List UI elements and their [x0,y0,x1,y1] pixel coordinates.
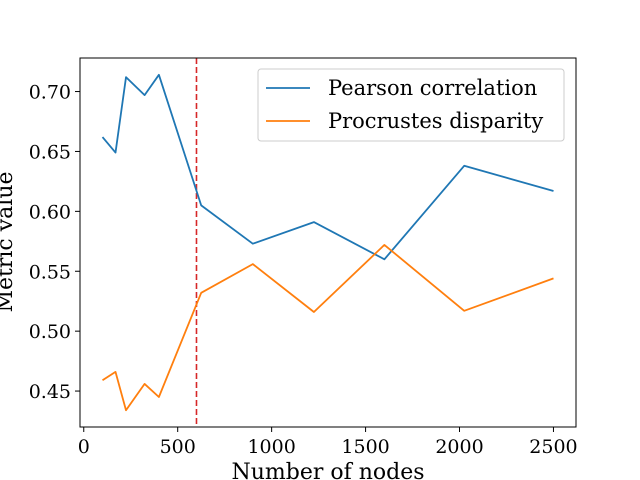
x-tick-label: 0 [78,436,90,458]
y-tick-label: 0.60 [29,201,71,223]
y-axis-label: Metric value [0,171,18,312]
y-axis: 0.45 0.50 0.55 0.60 0.65 0.70 [29,82,80,403]
legend-box [257,68,565,142]
y-tick-label: 0.50 [29,321,71,343]
x-tick-label: 500 [160,436,196,458]
axes-frame [79,57,577,428]
legend-label-1: Procrustes disparity [328,109,543,133]
y-tick-label: 0.65 [29,141,71,163]
x-tick-label: 1500 [341,436,389,458]
y-tick-label: 0.55 [29,261,71,283]
legend-label-0: Pearson correlation [328,76,537,100]
x-axis: 0 500 1000 1500 2000 2500 [78,427,578,458]
legend: Pearson correlation Procrustes disparity [257,68,565,142]
x-tick-label: 2500 [529,436,577,458]
series-line-1 [102,243,554,412]
x-tick-label: 1000 [247,436,295,458]
plot-marks [101,58,554,427]
x-axis-label: Number of nodes [231,460,424,480]
y-tick-label: 0.45 [29,381,71,403]
series-line-0 [101,73,554,261]
y-tick-label: 0.70 [29,82,71,104]
x-tick-label: 2000 [435,436,483,458]
